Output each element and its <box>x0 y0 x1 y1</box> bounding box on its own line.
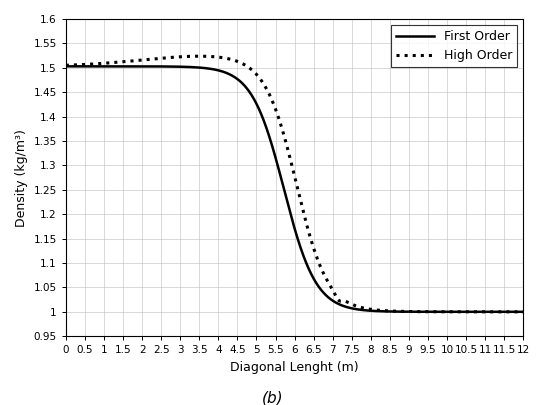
High Order <box>258 78 264 83</box>
First Order <box>462 309 468 314</box>
Y-axis label: Density (kg/m³): Density (kg/m³) <box>15 129 28 226</box>
High Order <box>115 60 122 65</box>
First Order <box>258 111 264 116</box>
Line: High Order: High Order <box>66 56 523 312</box>
Line: First Order: First Order <box>66 66 523 312</box>
First Order <box>520 309 526 314</box>
High Order <box>238 61 245 66</box>
First Order <box>142 64 148 69</box>
High Order <box>462 309 469 314</box>
Text: (b): (b) <box>262 391 283 405</box>
High Order <box>63 63 69 68</box>
High Order <box>142 57 148 62</box>
High Order <box>196 54 202 59</box>
First Order <box>238 80 245 85</box>
Legend: First Order, High Order: First Order, High Order <box>391 25 517 68</box>
X-axis label: Diagonal Lenght (m): Diagonal Lenght (m) <box>231 361 359 374</box>
High Order <box>520 309 526 314</box>
High Order <box>511 309 518 314</box>
First Order <box>511 309 518 314</box>
First Order <box>63 64 69 69</box>
First Order <box>115 64 122 69</box>
